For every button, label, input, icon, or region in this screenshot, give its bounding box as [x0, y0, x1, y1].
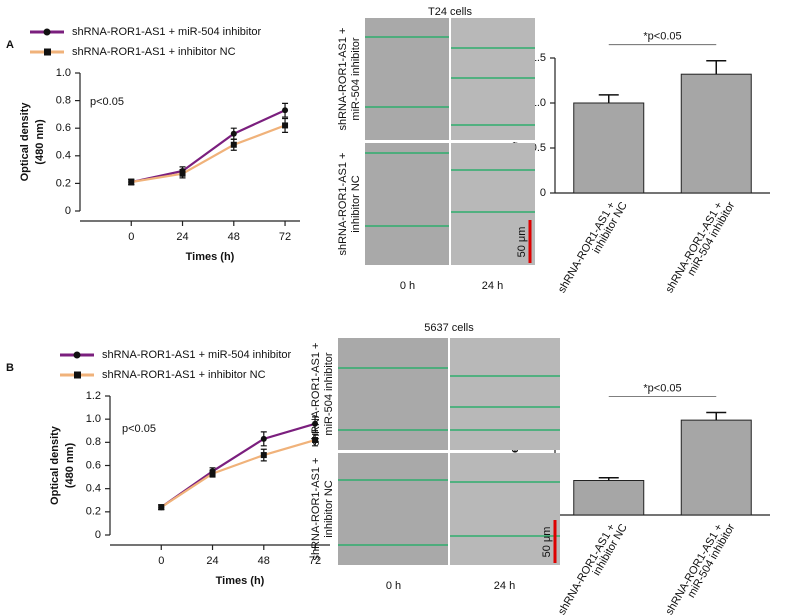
- error-bar: [598, 94, 619, 103]
- point: [312, 420, 319, 427]
- y-tick-label: 0.4: [86, 483, 101, 495]
- error-bar: [706, 411, 727, 421]
- row-label: shRNA-ROR1-AS1 +: [310, 457, 322, 560]
- y-tick-label: 0.2: [86, 506, 101, 518]
- x-tick-label: 0: [128, 231, 134, 243]
- column-label: 24 h: [482, 280, 503, 292]
- x-axis-label: Times (h): [186, 251, 235, 263]
- x-tick-label: 72: [279, 231, 291, 243]
- x-tick-label: shRNA-ROR1-AS1 +: [556, 522, 618, 615]
- micrograph: [338, 453, 448, 565]
- legend-label: shRNA-ROR1-AS1 + inhibitor NC: [102, 369, 266, 381]
- legend-label: shRNA-ROR1-AS1 + inhibitor NC: [72, 46, 236, 58]
- x-tick-label: 24: [176, 231, 188, 243]
- y-axis-label: Optical density: [19, 102, 31, 182]
- y-tick-label: 0.8: [56, 95, 71, 107]
- row-label: miR-504 inhibitor: [323, 352, 335, 435]
- panel-label: B: [6, 362, 14, 374]
- legend-marker: [43, 28, 51, 36]
- y-tick-label: 0.6: [86, 459, 101, 471]
- image-title: 5637 cells: [424, 322, 474, 334]
- point: [282, 107, 289, 114]
- row-label: shRNA-ROR1-AS1 +: [337, 27, 349, 130]
- point: [209, 470, 216, 477]
- point: [179, 170, 186, 177]
- point: [230, 130, 237, 137]
- annotation: *p<0.05: [643, 382, 681, 394]
- y-tick-label: 0.6: [56, 122, 71, 134]
- column-label: 0 h: [386, 580, 401, 592]
- x-tick-label: shRNA-ROR1-AS1 +: [663, 200, 725, 295]
- legend-label: shRNA-ROR1-AS1 + miR-504 inhibitor: [102, 349, 292, 361]
- row-label: inhibitor NC: [350, 175, 362, 233]
- column-label: 24 h: [494, 580, 515, 592]
- legend-label: shRNA-ROR1-AS1 + miR-504 inhibitor: [72, 26, 262, 38]
- legend-marker: [74, 371, 81, 379]
- micrograph: [451, 18, 535, 140]
- scale-bar-label: 50 μm: [516, 227, 528, 258]
- y-axis-label: Optical density: [49, 425, 61, 505]
- legend-marker: [44, 48, 51, 56]
- x-tick-label: 48: [258, 555, 270, 567]
- x-tick-label: 48: [228, 231, 240, 243]
- row-label: inhibitor NC: [323, 480, 335, 538]
- x-tick-label: 24: [206, 555, 218, 567]
- point: [128, 179, 135, 186]
- scale-bar-label: 50 μm: [541, 527, 553, 558]
- y-tick-label: 1.0: [56, 67, 71, 79]
- annotation: *p<0.05: [643, 31, 681, 43]
- x-tick-label: 0: [158, 555, 164, 567]
- point: [158, 504, 165, 511]
- bar: [573, 480, 645, 516]
- y-tick-label: 1.0: [86, 413, 101, 425]
- point: [282, 122, 289, 129]
- x-tick-label: shRNA-ROR1-AS1 +: [556, 200, 618, 295]
- micrograph: [450, 453, 560, 565]
- series-line: [160, 438, 316, 509]
- y-axis-label: (480 nm): [64, 443, 76, 489]
- x-tick-label: 72: [309, 555, 321, 567]
- y-tick-label: 0: [540, 187, 546, 199]
- micrograph: [450, 338, 560, 450]
- y-tick-label: 0: [65, 205, 71, 217]
- error-bar: [598, 476, 619, 481]
- column-label: 0 h: [400, 280, 415, 292]
- row-label: shRNA-ROR1-AS1 +: [337, 152, 349, 255]
- panel-label: A: [6, 39, 14, 51]
- point: [312, 437, 319, 444]
- micrograph: [338, 338, 448, 450]
- series-line: [131, 124, 286, 184]
- row-label: miR-504 inhibitor: [350, 37, 362, 120]
- error-bar: [706, 59, 727, 75]
- bar: [573, 102, 645, 194]
- y-tick-label: 0: [95, 529, 101, 541]
- legend-marker: [73, 351, 81, 359]
- bar: [680, 419, 752, 516]
- micrograph: [451, 143, 535, 265]
- x-axis-label: Times (h): [216, 575, 265, 587]
- point: [230, 141, 237, 148]
- point: [260, 452, 267, 459]
- micrograph: [365, 18, 449, 140]
- annotation: p<0.05: [122, 423, 156, 435]
- annotation: p<0.05: [90, 96, 124, 108]
- image-title: T24 cells: [428, 6, 473, 18]
- row-label: shRNA-ROR1-AS1 +: [310, 342, 322, 445]
- series-line: [131, 109, 286, 184]
- y-axis-label: (480 nm): [34, 119, 46, 165]
- x-tick-label: shRNA-ROR1-AS1 +: [663, 522, 725, 615]
- micrograph: [365, 143, 449, 265]
- bar: [680, 73, 752, 194]
- y-tick-label: 0.4: [56, 150, 71, 162]
- point: [260, 435, 267, 442]
- y-tick-label: 0.8: [86, 436, 101, 448]
- y-tick-label: 1.2: [86, 390, 101, 402]
- y-tick-label: 0.2: [56, 177, 71, 189]
